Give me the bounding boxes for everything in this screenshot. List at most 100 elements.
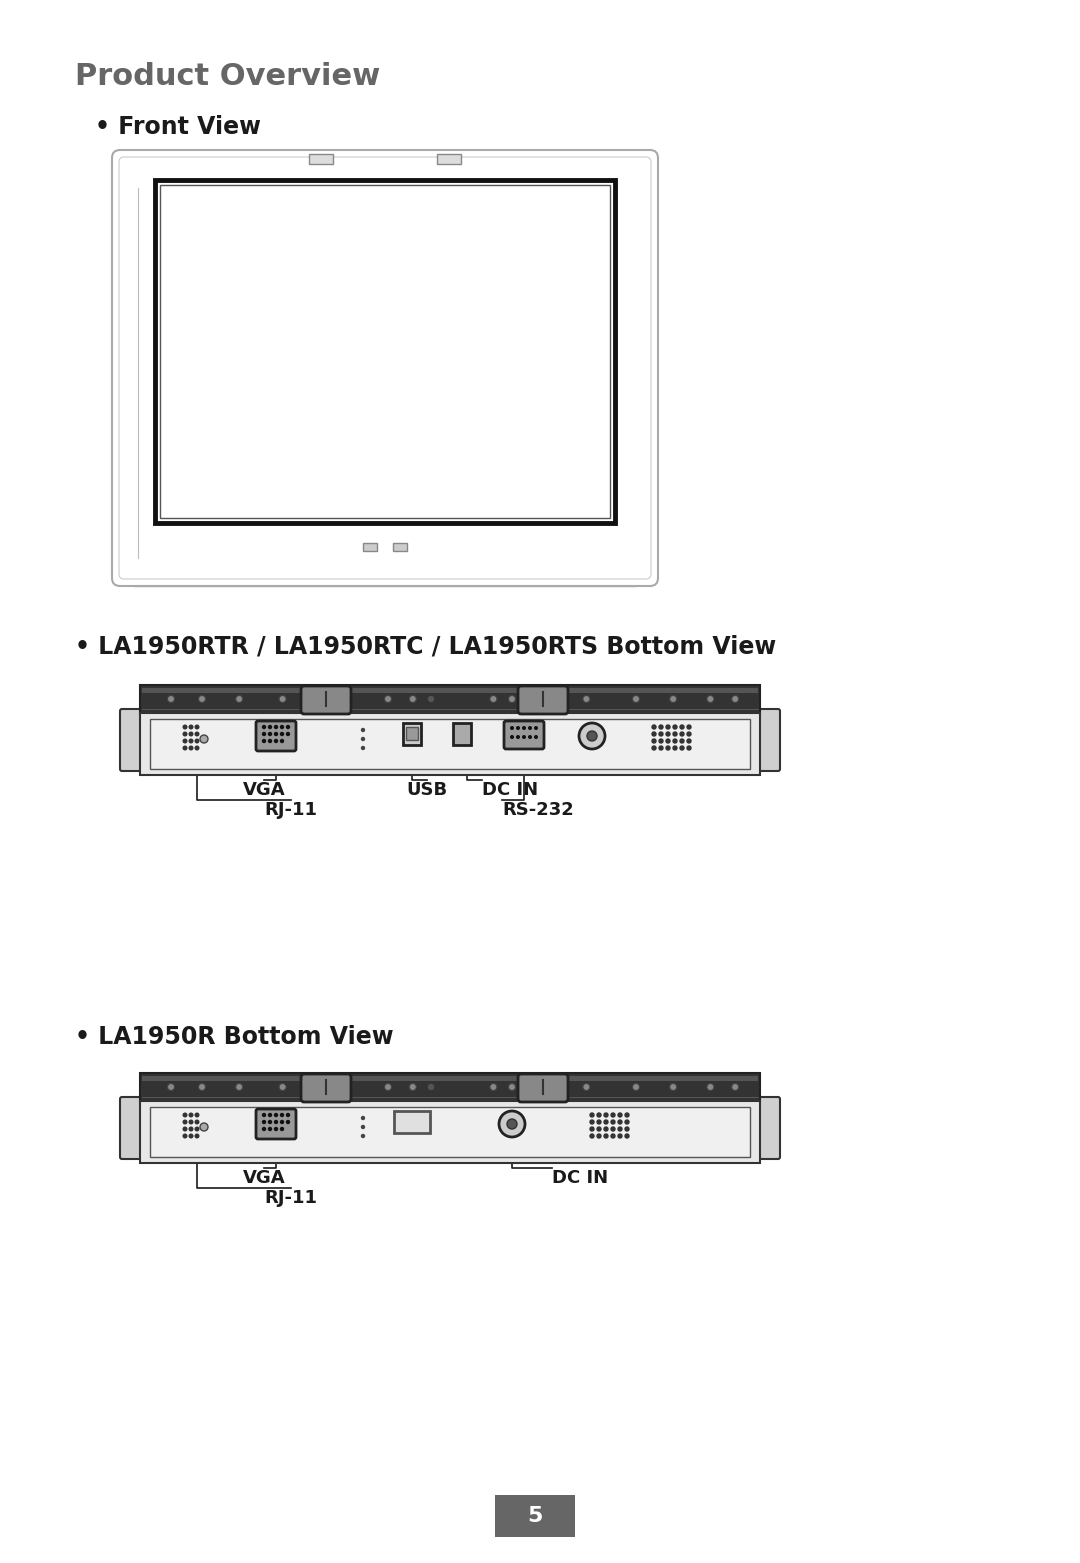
Circle shape [384, 1083, 391, 1091]
Circle shape [673, 731, 677, 736]
Text: DC IN: DC IN [552, 1169, 608, 1186]
Circle shape [618, 1121, 622, 1124]
Bar [436, 155, 460, 164]
Circle shape [666, 746, 670, 750]
Circle shape [362, 728, 365, 731]
Circle shape [269, 1127, 271, 1130]
Circle shape [286, 1121, 289, 1124]
Circle shape [590, 1113, 594, 1118]
Circle shape [279, 1083, 286, 1091]
Circle shape [362, 1116, 365, 1119]
Text: RJ-11: RJ-11 [265, 800, 318, 819]
Circle shape [597, 1121, 600, 1124]
Circle shape [652, 725, 656, 728]
Circle shape [195, 739, 199, 742]
Circle shape [184, 739, 187, 742]
Circle shape [659, 731, 663, 736]
Bar [363, 542, 377, 552]
Circle shape [281, 739, 283, 742]
Bar [495, 1494, 575, 1536]
Circle shape [274, 1121, 278, 1124]
Circle shape [281, 1113, 283, 1116]
Circle shape [429, 697, 433, 702]
Circle shape [611, 1121, 615, 1124]
Text: RJ-11: RJ-11 [265, 1189, 318, 1207]
Circle shape [680, 731, 684, 736]
Circle shape [269, 1113, 271, 1116]
FancyBboxPatch shape [301, 686, 351, 714]
Bar [406, 727, 418, 739]
Circle shape [680, 725, 684, 728]
Circle shape [652, 739, 656, 742]
Circle shape [516, 736, 519, 738]
Circle shape [604, 1127, 608, 1132]
Circle shape [670, 1083, 677, 1091]
Circle shape [618, 1135, 622, 1138]
Circle shape [597, 1127, 600, 1132]
Circle shape [604, 1121, 608, 1124]
Circle shape [633, 696, 639, 702]
Bar [140, 1100, 760, 1163]
Circle shape [184, 746, 187, 750]
Circle shape [680, 739, 684, 742]
Circle shape [184, 1127, 187, 1130]
Bar [160, 184, 610, 517]
Circle shape [269, 739, 271, 742]
Circle shape [286, 733, 289, 736]
Circle shape [604, 1135, 608, 1138]
Circle shape [659, 739, 663, 742]
FancyBboxPatch shape [756, 710, 780, 771]
Text: 5: 5 [527, 1507, 542, 1525]
Circle shape [625, 1127, 629, 1132]
Circle shape [499, 1111, 525, 1136]
FancyBboxPatch shape [518, 1074, 568, 1102]
Circle shape [597, 1135, 600, 1138]
FancyBboxPatch shape [120, 710, 144, 771]
FancyBboxPatch shape [504, 721, 544, 749]
Bar [141, 1075, 758, 1082]
Circle shape [429, 1085, 433, 1089]
Circle shape [195, 1113, 199, 1118]
Circle shape [274, 1127, 278, 1130]
FancyBboxPatch shape [756, 1097, 780, 1160]
Circle shape [659, 746, 663, 750]
Circle shape [362, 747, 365, 750]
Circle shape [625, 1135, 629, 1138]
Circle shape [167, 696, 175, 702]
Circle shape [409, 696, 416, 702]
Bar [150, 719, 750, 769]
Text: VGA: VGA [243, 782, 285, 799]
Circle shape [590, 1127, 594, 1132]
Bar [150, 1107, 750, 1157]
Circle shape [529, 736, 531, 738]
Circle shape [673, 746, 677, 750]
FancyBboxPatch shape [112, 150, 658, 586]
Circle shape [195, 1121, 199, 1124]
Circle shape [523, 736, 525, 738]
Text: RS-232: RS-232 [502, 800, 573, 819]
Circle shape [588, 731, 597, 741]
Circle shape [731, 696, 739, 702]
Circle shape [195, 731, 199, 736]
Circle shape [286, 1113, 289, 1116]
Circle shape [189, 725, 193, 728]
Circle shape [509, 1083, 515, 1091]
Circle shape [611, 1113, 615, 1118]
Circle shape [590, 1121, 594, 1124]
Circle shape [189, 731, 193, 736]
Bar [141, 688, 758, 692]
Circle shape [597, 1113, 600, 1118]
Circle shape [199, 1083, 205, 1091]
Circle shape [652, 746, 656, 750]
Circle shape [409, 1083, 416, 1091]
Bar [156, 180, 615, 524]
Circle shape [523, 727, 525, 730]
Circle shape [490, 1083, 497, 1091]
Circle shape [189, 1113, 193, 1118]
Text: Product Overview: Product Overview [75, 63, 380, 91]
Bar [140, 1074, 760, 1100]
Circle shape [652, 731, 656, 736]
Bar [403, 724, 421, 746]
Circle shape [189, 739, 193, 742]
Circle shape [687, 731, 691, 736]
